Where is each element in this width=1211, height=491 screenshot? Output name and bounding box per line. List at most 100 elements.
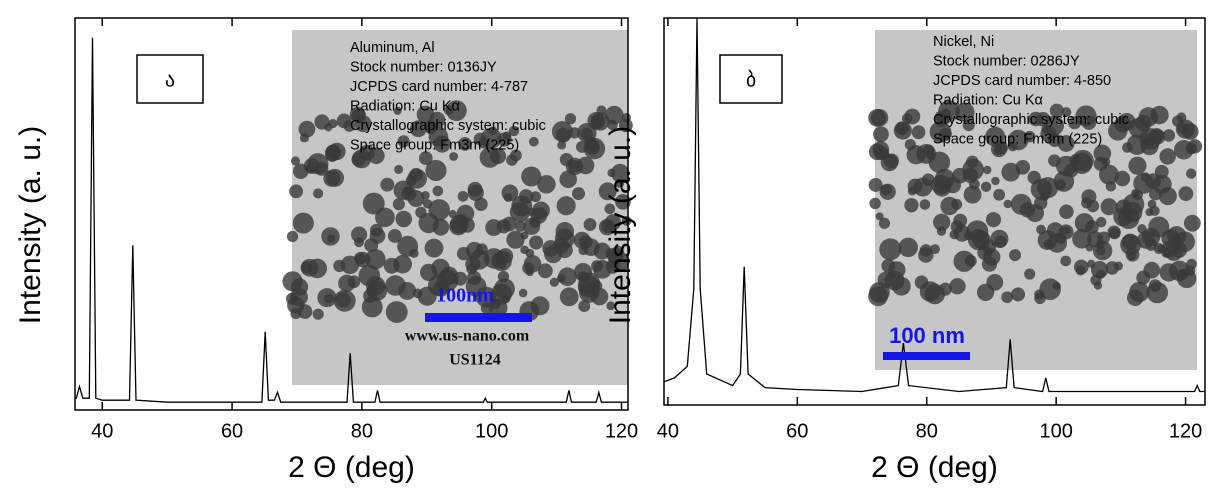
particle: [575, 140, 588, 153]
particle: [317, 288, 337, 308]
particle: [508, 125, 520, 137]
particle: [1069, 154, 1082, 167]
particle: [1143, 133, 1156, 146]
particle: [1060, 255, 1072, 267]
particle: [557, 140, 567, 150]
particle: [1147, 199, 1157, 209]
particle: [953, 224, 971, 242]
particle: [333, 259, 346, 272]
particle: [1024, 268, 1036, 280]
particle: [904, 108, 921, 125]
particle: [375, 207, 395, 228]
particle: [480, 302, 493, 315]
particle: [985, 212, 1002, 228]
particle: [509, 202, 530, 223]
x-axis-label: 2 Θ (deg): [871, 451, 998, 484]
particle: [321, 227, 340, 246]
particle: [1159, 148, 1176, 165]
particle: [314, 162, 329, 176]
particle: [556, 241, 573, 259]
particle: [1040, 192, 1049, 202]
particle: [1107, 225, 1121, 239]
particle: [476, 243, 488, 256]
plot-frame: [74, 17, 629, 411]
particle: [1003, 199, 1013, 209]
particle: [583, 218, 597, 232]
particle: [523, 217, 541, 235]
particle: [1095, 216, 1107, 228]
particle: [981, 256, 998, 272]
particle: [385, 301, 408, 323]
particle: [325, 148, 339, 162]
particle: [1101, 157, 1111, 167]
particle: [585, 140, 600, 155]
particle: [941, 108, 951, 118]
particle: [292, 212, 314, 234]
particle: [966, 220, 989, 243]
particle: [919, 199, 931, 210]
particle: [307, 258, 328, 279]
particle: [443, 105, 454, 116]
particle: [397, 135, 410, 148]
particle: [387, 229, 402, 243]
particle: [933, 178, 951, 197]
xrd-line: [75, 37, 628, 403]
particle: [911, 125, 926, 140]
particle: [478, 137, 490, 149]
particle: [1074, 213, 1095, 233]
particle: [514, 220, 526, 232]
inset-text: Stock number: 0286JY: [933, 53, 1080, 69]
particle: [990, 229, 1009, 248]
particle: [577, 271, 589, 283]
particle: [929, 121, 952, 143]
particle: [1098, 164, 1119, 185]
particle: [1046, 222, 1064, 239]
particle: [868, 286, 888, 307]
particle: [873, 126, 889, 143]
particle: [289, 184, 304, 199]
particle: [1128, 156, 1147, 175]
particle: [1146, 281, 1169, 304]
particle: [312, 308, 324, 320]
particle: [502, 131, 512, 141]
particle: [1072, 229, 1092, 249]
particle: [351, 152, 366, 167]
particle: [1081, 115, 1097, 130]
particle: [1122, 142, 1133, 153]
panel-label-box: [136, 54, 204, 104]
inset-text: Crystallographic system: cubic: [350, 118, 546, 134]
particle: [1161, 248, 1172, 258]
particle: [392, 198, 405, 211]
particle: [428, 126, 449, 147]
x-tick-label: 60: [786, 420, 808, 442]
particle: [1183, 214, 1201, 232]
particle: [980, 181, 992, 193]
particle: [568, 127, 581, 139]
particle: [407, 190, 425, 208]
particle: [1059, 204, 1074, 219]
particle: [496, 219, 511, 234]
particle: [1073, 259, 1089, 275]
particle: [977, 245, 993, 261]
particle: [1081, 197, 1093, 209]
particle: [593, 260, 612, 279]
particle: [305, 164, 314, 173]
scale-bar: [425, 313, 532, 322]
particle: [431, 258, 450, 278]
particle: [367, 147, 385, 165]
particle: [1178, 186, 1194, 201]
particle: [1185, 168, 1197, 179]
particle: [314, 114, 330, 130]
particle: [488, 126, 498, 135]
particle: [919, 281, 941, 302]
particle: [1055, 179, 1066, 191]
inset-text: JCPDS card number: 4-850: [933, 73, 1111, 89]
particle: [292, 163, 309, 180]
particle: [417, 286, 437, 306]
particle: [870, 109, 889, 127]
particle: [432, 218, 450, 236]
particle: [1026, 204, 1044, 223]
particle: [474, 197, 488, 211]
particle: [501, 184, 519, 202]
